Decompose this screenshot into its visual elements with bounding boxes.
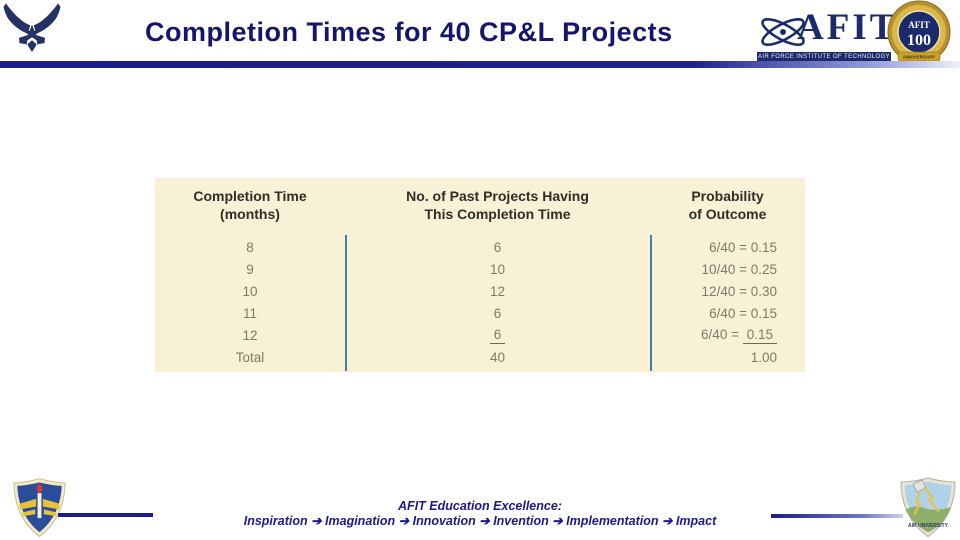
project-count-cell: 10 [489,261,506,277]
footer-motto: AFIT Education Excellence: Inspiration ➔… [0,499,960,529]
afit-banner-text: AIR FORCE INSTITUTE OF TECHNOLOGY [757,52,891,63]
col-header-completion-time: Completion Time (months) [193,188,307,222]
afit-logo: AFIT AIR FORCE INSTITUTE OF TECHNOLOGY [757,4,894,64]
table-body: 8 6 6/40 = 0.15 9 10 10/40 = 0.25 10 12 … [155,236,805,368]
underlined-probability: 0.15 [742,327,777,344]
afit-100-seal: AFIT 100 ANNIVERSARY [887,0,951,68]
column-divider-1 [345,235,347,371]
total-count-cell: 40 [489,349,506,365]
probability-cell: 10/40 = 0.25 [701,261,777,277]
probability-cell: 6/40 = 0.15 [709,239,777,255]
table-row: 12 6 6/40 = 0.15 [155,324,805,346]
completion-time-cell: 10 [242,283,258,299]
col-header-probability: Probability of Outcome [688,188,767,222]
project-count-cell: 6 [493,239,502,255]
table-row: 8 6 6/40 = 0.15 [155,236,805,258]
seal-ribbon-text: ANNIVERSARY [903,55,936,60]
probability-cell: 6/40 = 0.15 [650,327,805,344]
table-row: 11 6 6/40 = 0.15 [155,302,805,324]
column-divider-2 [650,235,652,371]
seal-100-text: 100 [907,32,931,49]
total-probability-cell: 1.00 [750,349,777,365]
project-count-cell: 12 [489,283,506,299]
afit-wordmark: AFIT [797,7,898,48]
col-header-num-projects: No. of Past Projects Having This Complet… [406,188,589,222]
usaf-wings-icon [3,3,61,53]
aetc-shield-icon [13,478,66,538]
header-divider-bar [0,61,960,68]
completion-time-cell: 9 [246,261,254,277]
footer-rule-right [771,514,903,518]
footer-motto-chain: Inspiration ➔ Imagination ➔ Innovation ➔… [243,514,717,528]
table-row: 9 10 10/40 = 0.25 [155,258,805,280]
air-university-label: AIR UNIVERSITY [908,523,949,529]
atom-icon [761,18,805,46]
completion-time-cell: 11 [242,305,257,321]
probability-cell: 12/40 = 0.30 [701,283,777,299]
footer-rule-left [58,513,153,517]
completion-times-table: Completion Time (months) No. of Past Pro… [155,178,805,372]
probability-cell: 6/40 = 0.15 [709,305,777,321]
total-label-cell: Total [235,349,265,365]
seal-afit-text: AFIT [908,20,930,30]
table-row: 10 12 12/40 = 0.30 [155,280,805,302]
probability-fraction: 6/40 = [701,326,743,342]
project-count-cell: 6 [345,327,650,344]
project-count-cell: 6 [493,305,502,321]
completion-time-cell: 12 [242,327,258,343]
air-university-shield-icon: AIR UNIVERSITY [900,477,956,537]
underlined-count: 6 [489,327,506,344]
slide-title: Completion Times for 40 CP&L Projects [145,17,673,47]
footer-motto-heading: AFIT Education Excellence: [398,499,562,513]
completion-time-cell: 8 [246,239,254,255]
table-total-row: Total 40 1.00 [155,346,805,368]
